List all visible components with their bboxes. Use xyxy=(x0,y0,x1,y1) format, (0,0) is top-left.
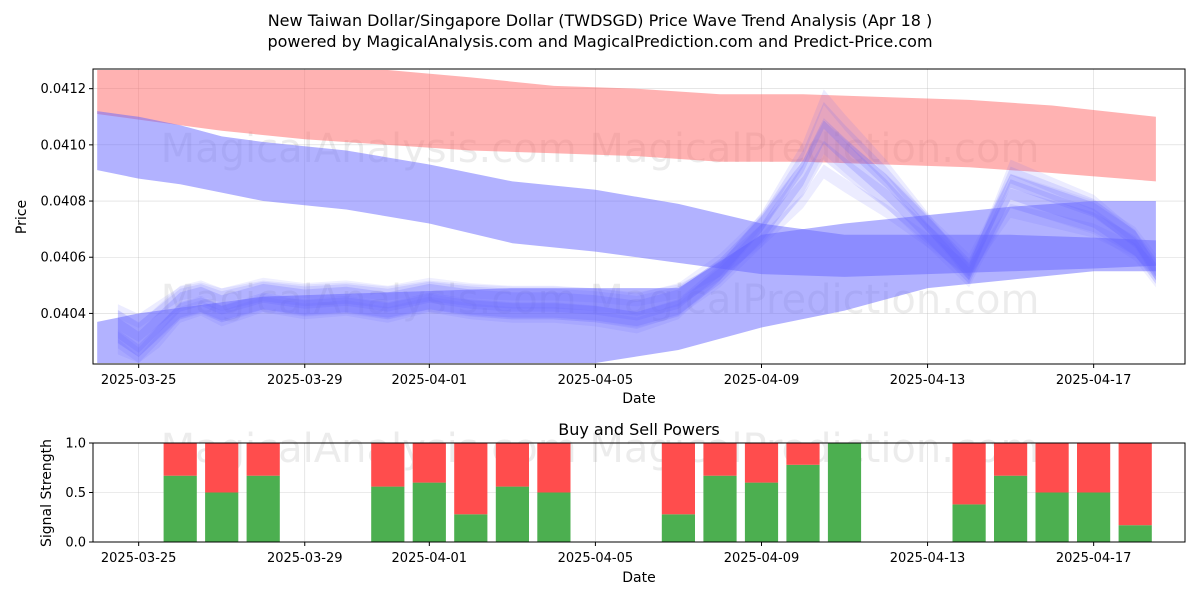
red-trend-band xyxy=(97,70,1156,182)
sell-power-bar xyxy=(371,443,405,487)
signal-x-ticks: 2025-03-25 2025-03-29 2025-04-01 2025-04-05… xyxy=(101,542,1132,566)
buy-power-bar xyxy=(495,486,529,542)
price-x-tick-label: 2025-04-13 xyxy=(890,373,966,388)
sell-power-bar xyxy=(952,443,986,505)
sell-power-bar xyxy=(537,443,571,493)
buy-power-bar xyxy=(537,492,571,542)
signal-y-tick-label: 0.0 xyxy=(65,536,86,551)
price-x-axis-label: Date xyxy=(622,391,655,407)
signal-watermark: MagicalAnalysis.com MagicalPrediction.co… xyxy=(161,426,1040,472)
sell-power-bar xyxy=(412,443,446,483)
price-waves xyxy=(117,89,1156,364)
buy-power-bar xyxy=(661,514,695,542)
sell-power-bar xyxy=(205,443,239,493)
price-y-axis-label: Price xyxy=(14,200,30,234)
sell-power-bar xyxy=(495,443,529,487)
price-wave-ribbon xyxy=(117,164,1156,328)
price-wave-ribbon xyxy=(117,120,1156,357)
price-y-tick-label: 0.0412 xyxy=(41,82,87,97)
buy-power-bar xyxy=(371,486,405,542)
price-y-tick-label: 0.0406 xyxy=(41,251,87,266)
buy-power-bar xyxy=(1077,492,1111,542)
sell-power-bar xyxy=(661,443,695,515)
sell-power-bar xyxy=(454,443,488,515)
price-x-tick-label: 2025-04-05 xyxy=(558,373,634,388)
price-y-tick-label: 0.0408 xyxy=(41,195,87,210)
signal-panel: Buy and Sell Powers MagicalAnalysis.com … xyxy=(39,420,1186,586)
chart-subtitle: powered by MagicalAnalysis.com and Magic… xyxy=(267,32,932,51)
sell-power-bar xyxy=(1077,443,1111,493)
price-plot-border xyxy=(92,68,1186,365)
price-x-tick-label: 2025-03-25 xyxy=(101,373,177,388)
signal-x-tick-label: 2025-04-09 xyxy=(724,551,800,566)
signal-y-ticks: 0.0 0.5 1.0 xyxy=(65,437,93,551)
signal-y-tick-label: 0.5 xyxy=(65,486,86,501)
sell-power-bar xyxy=(1035,443,1069,493)
buy-power-bar xyxy=(952,504,986,542)
price-y-tick-label: 0.0404 xyxy=(41,307,87,322)
price-bands xyxy=(97,70,1156,363)
signal-x-tick-label: 2025-04-01 xyxy=(392,551,468,566)
price-wave-ribbon xyxy=(117,140,1156,342)
buy-power-bar xyxy=(827,443,862,542)
price-x-tick-label: 2025-04-17 xyxy=(1056,373,1132,388)
price-panel: MagicalAnalysis.com MagicalPrediction.co… xyxy=(14,68,1186,407)
buy-power-bar xyxy=(1035,492,1069,542)
buy-power-bar xyxy=(163,475,197,542)
sell-power-bar xyxy=(246,443,280,476)
buy-power-bar xyxy=(786,464,820,542)
sell-power-bar xyxy=(744,443,779,483)
signal-x-axis-label: Date xyxy=(622,570,655,586)
signal-x-tick-label: 2025-04-17 xyxy=(1056,551,1132,566)
buy-power-bar xyxy=(454,514,488,542)
price-x-tick-label: 2025-04-01 xyxy=(392,373,468,388)
price-x-tick-label: 2025-03-29 xyxy=(267,373,343,388)
signal-x-tick-label: 2025-04-13 xyxy=(890,551,966,566)
signal-title: Buy and Sell Powers xyxy=(558,420,720,439)
buy-power-bar xyxy=(205,492,239,542)
price-x-tick-label: 2025-04-09 xyxy=(724,373,800,388)
buy-power-bar xyxy=(412,482,446,542)
chart-title: New Taiwan Dollar/Singapore Dollar (TWDS… xyxy=(268,11,933,30)
buy-power-bar xyxy=(744,482,779,542)
price-x-ticks: 2025-03-25 2025-03-29 2025-04-01 2025-04-05… xyxy=(101,364,1132,388)
buy-power-bar xyxy=(1118,525,1152,542)
signal-x-tick-label: 2025-04-05 xyxy=(558,551,634,566)
buy-power-bar xyxy=(703,475,737,542)
sell-power-bar xyxy=(786,443,820,465)
signal-bars xyxy=(163,443,1152,542)
signal-x-tick-label: 2025-03-29 xyxy=(267,551,343,566)
sell-power-bar xyxy=(994,443,1028,476)
buy-power-bar xyxy=(994,475,1028,542)
sell-power-bar xyxy=(703,443,737,476)
sell-power-bar xyxy=(163,443,197,476)
signal-x-tick-label: 2025-03-25 xyxy=(101,551,177,566)
price-wave-ribbon xyxy=(117,118,1156,357)
blue-lower-trend-band xyxy=(97,201,1156,363)
sell-power-bar xyxy=(1118,443,1152,526)
price-y-ticks: 0.0404 0.0406 0.0408 0.0410 0.0412 xyxy=(41,82,93,322)
buy-power-bar xyxy=(246,475,280,542)
signal-y-axis-label: Signal Strength xyxy=(39,439,55,547)
signal-y-tick-label: 1.0 xyxy=(65,437,86,452)
price-y-tick-label: 0.0410 xyxy=(41,138,87,153)
